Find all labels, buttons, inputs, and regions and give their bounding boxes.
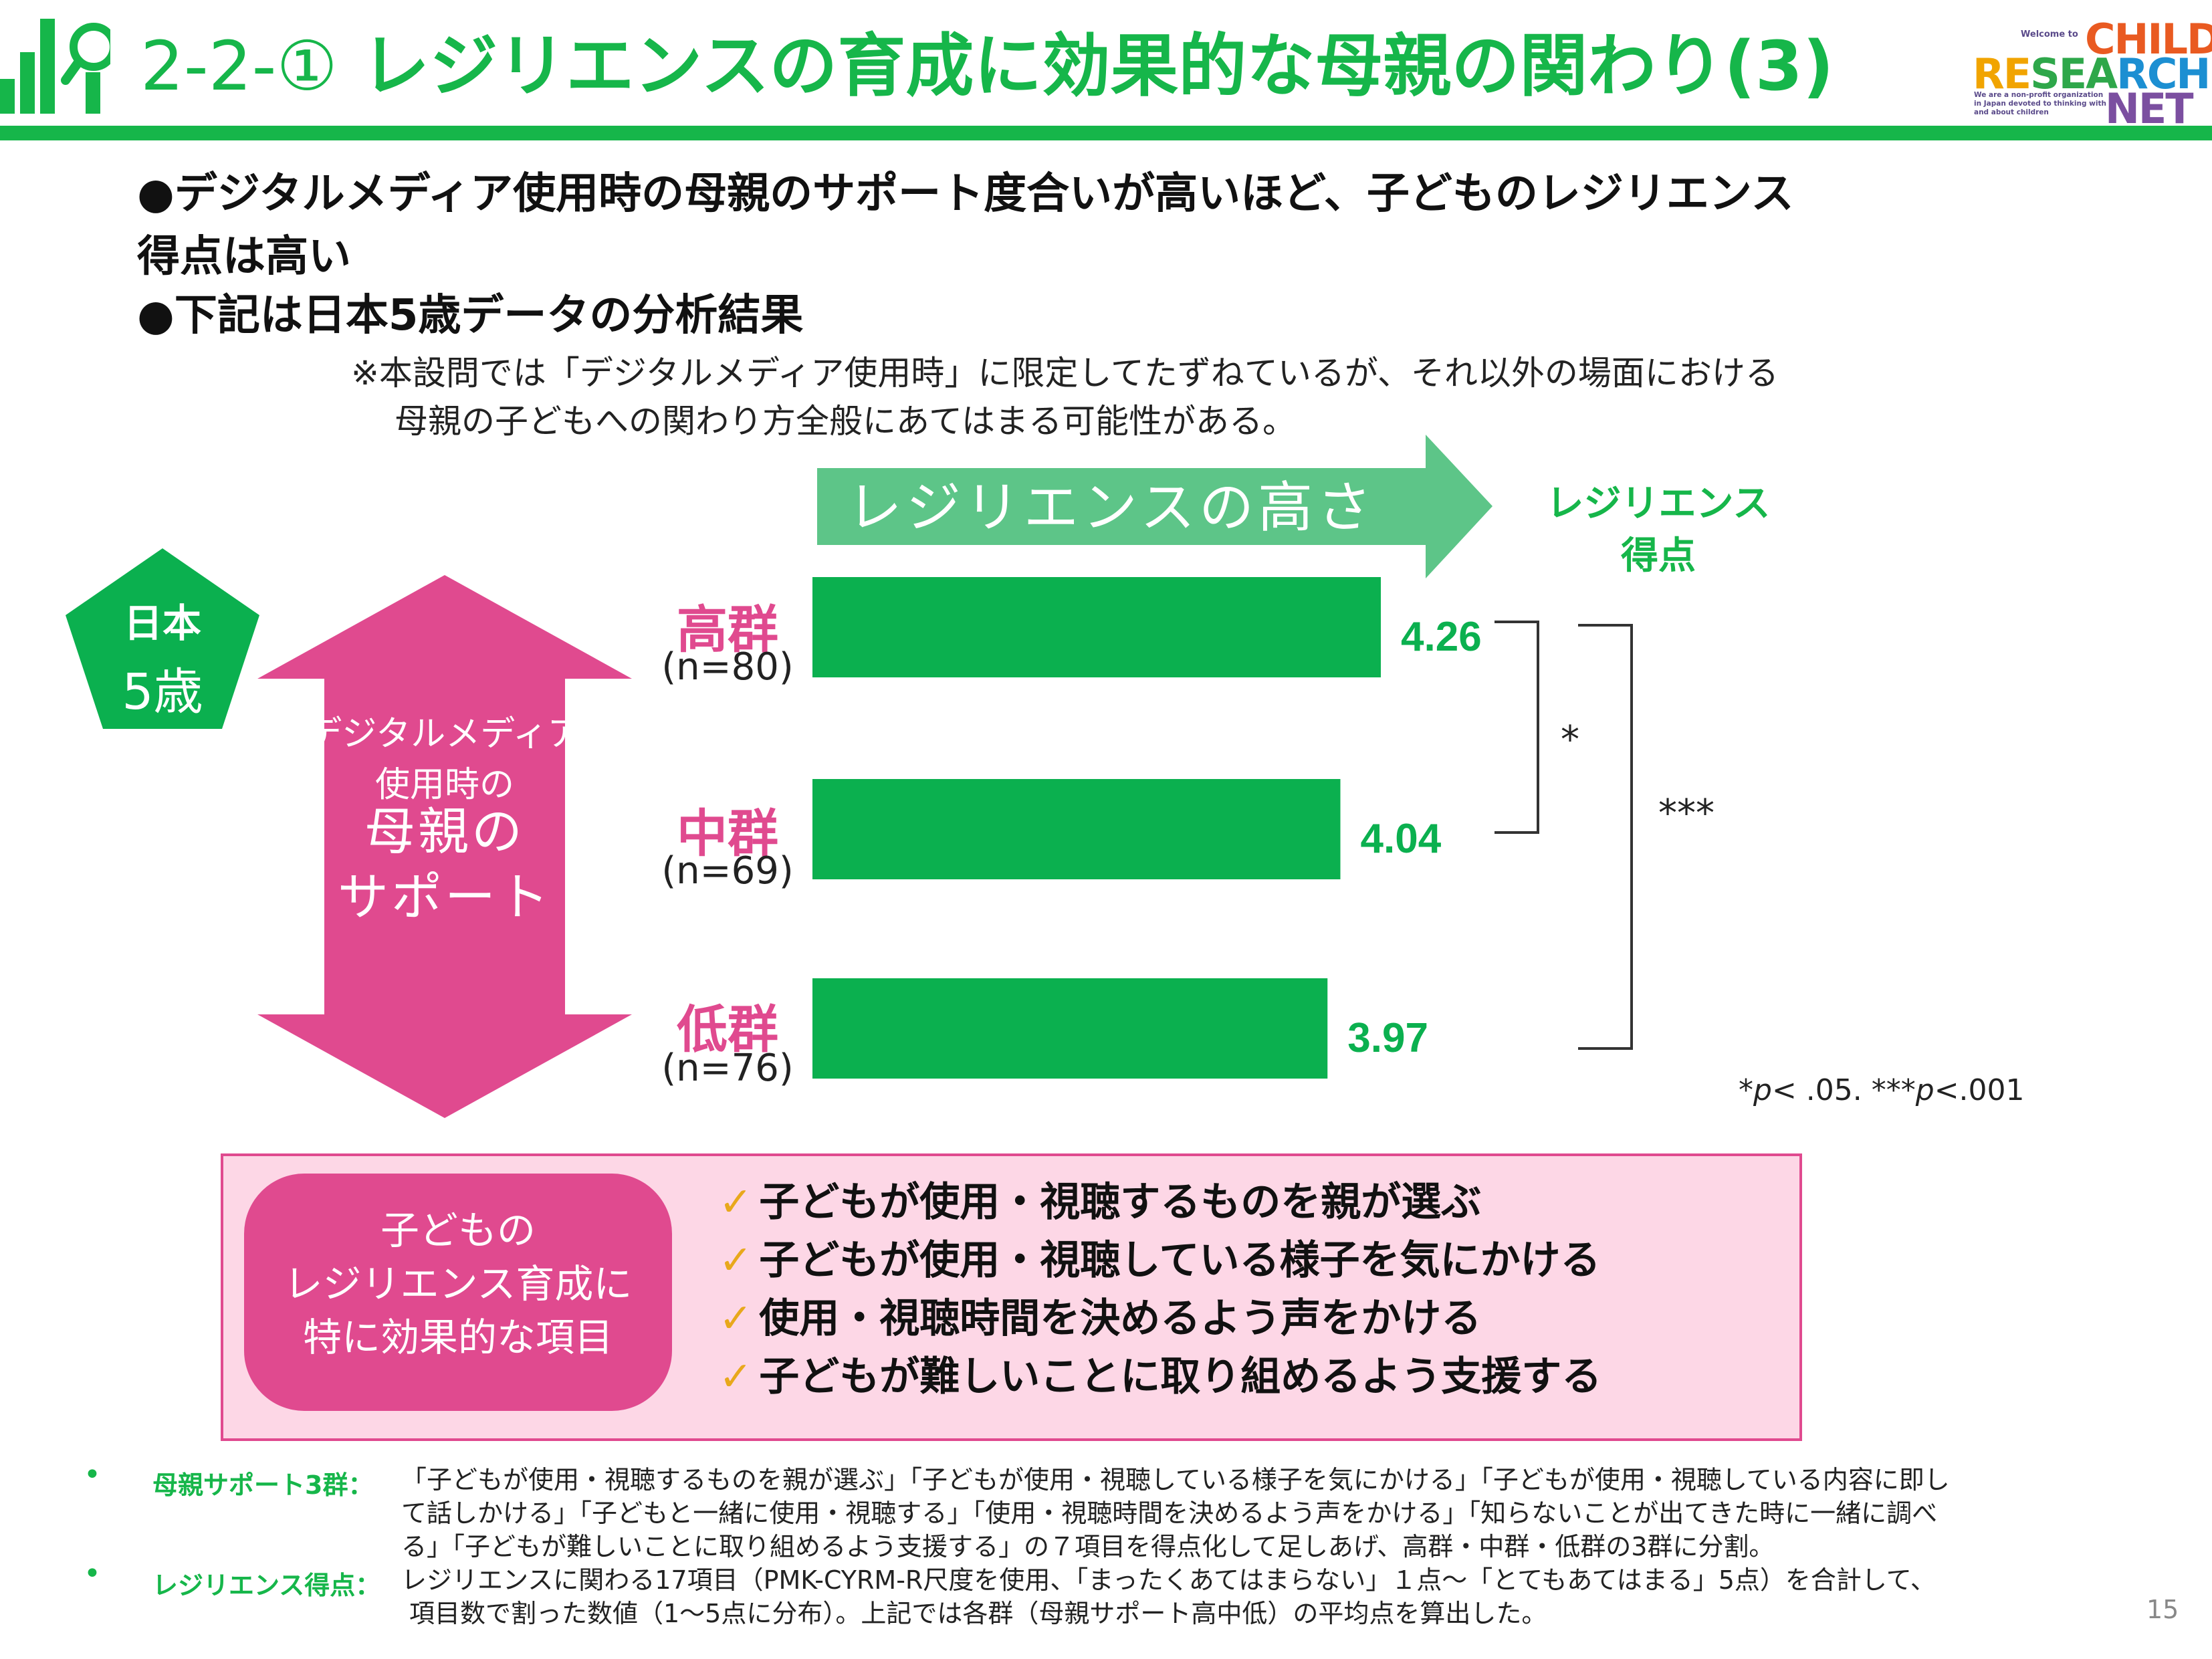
panel-item-2: ✓ 子どもが使用・視聴している様子を気にかける — [719, 1237, 1601, 1284]
panel-item-1: ✓ 子どもが使用・視聴するものを親が選ぶ — [719, 1179, 1482, 1226]
bar-mid — [812, 779, 1341, 879]
chart-logo-icon — [0, 19, 110, 114]
child-research-net-logo: Welcome to CHILD RESEARCH NET We are a n… — [1973, 15, 2212, 133]
footnote-resilience-line-2: 項目数で割った数値（1〜5点に分布）。上記では各群（母親サポート高中低）の平均点… — [409, 1599, 1547, 1628]
significance-bracket-high-low — [1578, 624, 1633, 1050]
score-header: レジリエンス 得点 — [1546, 482, 1771, 578]
bar-low-value-label: 3.97 — [1347, 1015, 1428, 1061]
group-label-mid: 中群 — [677, 804, 778, 863]
footnote-support-line-3: る」「子どもが難しいことに取り組めるよう支援する」の７項目を得点化して足しあげ、… — [401, 1532, 1775, 1561]
page-title: 2-2-① レジリエンスの育成に効果的な母親の関わり(3) — [140, 20, 1834, 114]
panel-label: 子どもの レジリエンス育成に 特に効果的な項目 — [284, 1208, 633, 1360]
check-icon: ✓ — [719, 1179, 753, 1226]
note-line-1: ※本設問では「デジタルメディア使用時」に限定してたずねているが、それ以外の場面に… — [351, 354, 1779, 393]
significance-mark-2: *** — [1658, 792, 1715, 835]
panel-label-pill — [244, 1174, 672, 1411]
footnote-bullet-2: • — [84, 1557, 101, 1591]
note-line-2: 母親の子どもへの関わり方全般にあてはまる可能性がある。 — [395, 402, 1296, 441]
bar-mid-value-label: 4.04 — [1361, 816, 1442, 862]
bullet-2: ●下記は日本5歳データの分析結果 — [137, 291, 804, 340]
check-icon: ✓ — [719, 1353, 753, 1400]
pentagon-badge — [66, 548, 259, 729]
logo-welcome: Welcome to — [2021, 29, 2078, 39]
logo-word-net: NET — [2105, 84, 2194, 133]
footnote-support-line-1: 「子どもが使用・視聴するものを親が選ぶ」「子どもが使用・視聴している様子を気にか… — [401, 1465, 1950, 1495]
footnote-resilience-line-1: レジリエンスに関わる17項目（PMK-CYRM-R尺度を使用、「まったくあてはま… — [401, 1565, 1936, 1595]
support-arrow-label-large: 母親の サポート — [338, 802, 552, 927]
logo-word-research: RESEARCH — [1973, 49, 2211, 98]
support-double-arrow — [257, 575, 632, 1118]
group-label-high: 高群 — [677, 600, 778, 659]
logo-word-child: CHILD — [2085, 15, 2212, 64]
resilience-bar-chart: 4.26 4.04 3.97 * *** — [812, 577, 1715, 1079]
panel-item-4: ✓ 子どもが難しいことに取り組めるよう支援する — [719, 1353, 1602, 1400]
bullet-1-cont: 得点は高い — [137, 232, 351, 282]
resilience-arrow — [817, 435, 1492, 578]
bullet-1: ●デジタルメディア使用時の母親のサポート度合いが高いほど、子どものレジリエンス — [137, 169, 1794, 219]
check-icon: ✓ — [719, 1237, 753, 1284]
footnote-resilience-label: レジリエンス得点： — [152, 1571, 381, 1600]
significance-bracket-high-mid — [1495, 621, 1539, 834]
badge-country: 日本 — [123, 600, 201, 646]
bar-low — [812, 978, 1328, 1079]
group-n-high: (n=80) — [661, 645, 794, 689]
bar-high-value-label: 4.26 — [1401, 614, 1482, 660]
logo-tagline: We are a non-profit organization in Japa… — [1974, 91, 2106, 116]
significance-mark-1: * — [1561, 718, 1579, 762]
footnote-bullet-1: • — [84, 1458, 101, 1492]
group-n-mid: (n=69) — [661, 849, 794, 893]
header-divider — [0, 126, 2212, 140]
section-number: 2-2-① — [140, 27, 338, 106]
group-n-low: (n=76) — [661, 1046, 794, 1090]
p-value-note: *p< .05. ***p<.001 — [1739, 1073, 2025, 1107]
panel-item-3: ✓ 使用・視聴時間を決めるよう声をかける — [719, 1295, 1482, 1342]
page-number: 15 — [2146, 1595, 2179, 1624]
badge-age: 5歳 — [122, 663, 203, 721]
footnote-support-line-2: て話しかける」「子どもと一緒に使用・視聴する」「使用・視聴時間を決めるよう声をか… — [401, 1499, 1938, 1528]
check-icon: ✓ — [719, 1295, 753, 1342]
group-label-low: 低群 — [677, 1000, 778, 1059]
title-text: レジリエンスの育成に効果的な母親の関わり(3) — [361, 27, 1834, 106]
bar-high — [812, 577, 1381, 677]
support-arrow-label-small: デジタルメディア 使用時の — [307, 714, 582, 805]
resilience-arrow-label: レジリエンスの高さ — [847, 476, 1376, 540]
footnote-support-label: 母親サポート3群： — [152, 1470, 374, 1500]
